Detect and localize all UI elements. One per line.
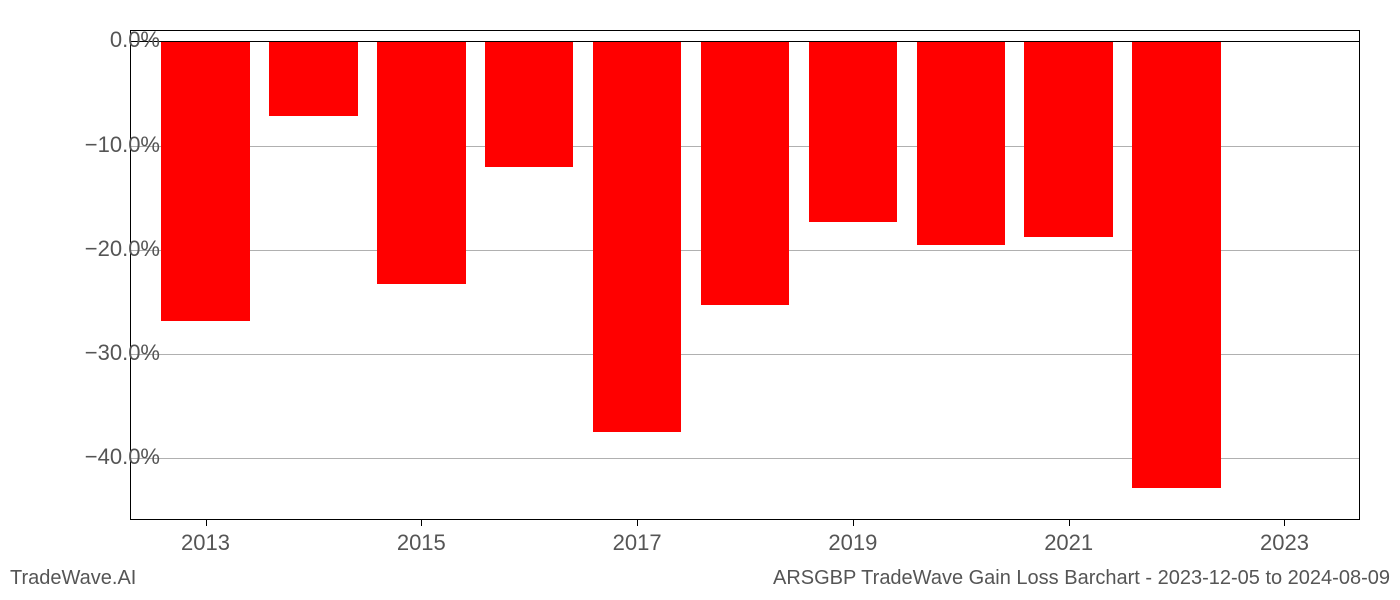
bar-2018: [701, 41, 789, 305]
bar-2016: [485, 41, 573, 166]
x-tick-mark: [421, 520, 422, 526]
x-tick-label: 2013: [181, 530, 230, 556]
y-tick-label: −10.0%: [40, 132, 160, 158]
x-tick-mark: [1284, 520, 1285, 526]
chart-plot-area: [130, 30, 1360, 520]
zero-baseline: [130, 41, 1359, 42]
bar-2022: [1132, 41, 1220, 487]
footer-right-text: ARSGBP TradeWave Gain Loss Barchart - 20…: [773, 567, 1390, 590]
y-tick-label: 0.0%: [40, 27, 160, 53]
bar-2021: [1024, 41, 1112, 237]
bar-2013: [161, 41, 249, 320]
bar-2020: [917, 41, 1005, 244]
plot-border: [130, 30, 1360, 520]
x-tick-label: 2015: [397, 530, 446, 556]
x-tick-label: 2019: [828, 530, 877, 556]
y-tick-label: −20.0%: [40, 236, 160, 262]
x-tick-label: 2023: [1260, 530, 1309, 556]
bar-2014: [269, 41, 357, 116]
bar-2019: [809, 41, 897, 221]
x-tick-mark: [853, 520, 854, 526]
y-tick-label: −30.0%: [40, 340, 160, 366]
y-tick-label: −40.0%: [40, 444, 160, 470]
footer-left-text: TradeWave.AI: [10, 567, 136, 590]
x-tick-mark: [637, 520, 638, 526]
bar-2015: [377, 41, 465, 284]
x-axis-spine: [130, 519, 1359, 520]
x-tick-mark: [1069, 520, 1070, 526]
x-tick-mark: [206, 520, 207, 526]
x-tick-label: 2021: [1044, 530, 1093, 556]
x-tick-label: 2017: [613, 530, 662, 556]
bar-2017: [593, 41, 681, 432]
